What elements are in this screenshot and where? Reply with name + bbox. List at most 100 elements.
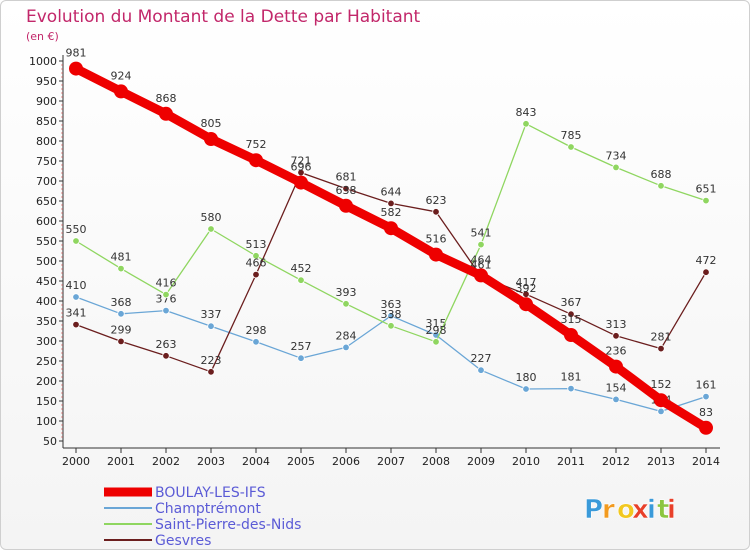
logo-letter: i (667, 495, 676, 525)
data-point (339, 198, 353, 213)
data-point (72, 320, 80, 329)
logo-letter: t (657, 495, 669, 525)
data-point (474, 268, 488, 283)
data-label: 416 (156, 277, 177, 290)
data-point (207, 225, 215, 233)
data-label: 452 (291, 262, 312, 275)
x-tick-label: 2007 (377, 455, 405, 468)
x-tick-label: 2006 (332, 455, 360, 468)
data-label: 752 (246, 138, 267, 151)
chart-subtitle: (en €) (26, 30, 59, 43)
data-label: 843 (516, 106, 537, 119)
data-label: 481 (111, 251, 132, 264)
x-tick-label: 2005 (287, 455, 315, 468)
data-label: 236 (606, 345, 627, 358)
data-label: 550 (66, 223, 87, 236)
data-label: 580 (201, 211, 222, 224)
data-label: 368 (111, 296, 132, 309)
data-label: 721 (291, 155, 312, 168)
data-point (564, 328, 578, 342)
data-point (342, 184, 350, 193)
data-label: 299 (111, 323, 132, 336)
series-boulay-les-ifs: 981 924 868 805 752 696 638 582 516 464 392 315 236 1… (66, 47, 713, 435)
data-point (342, 300, 350, 308)
y-tick-label: 250 (36, 355, 57, 368)
y-tick-label: 550 (36, 235, 57, 248)
data-label: 393 (336, 286, 357, 299)
data-label: 315 (426, 317, 447, 330)
logo-letter: P (584, 495, 603, 525)
logo-letter: x (632, 495, 649, 525)
y-tick-label: 350 (36, 315, 57, 328)
data-point (567, 310, 575, 318)
data-label: 981 (66, 47, 87, 60)
data-point (162, 290, 170, 299)
series-gesvres: 3412992632234667216816446234614173673132… (66, 155, 717, 376)
data-label: 472 (696, 254, 717, 267)
data-point (69, 61, 83, 76)
data-label: 516 (426, 233, 447, 246)
data-point (657, 182, 665, 190)
data-label: 281 (651, 331, 672, 344)
series-champtr-mont: 410 368 376 337 298 257 284 363 315 227 180 181 154 1… (66, 279, 717, 416)
x-tick-label: 2014 (692, 455, 720, 468)
data-point (72, 237, 80, 245)
data-label: 161 (696, 379, 717, 392)
y-tick-label: 500 (36, 255, 57, 268)
data-point (162, 306, 170, 315)
x-tick-label: 2001 (107, 455, 135, 468)
x-tick-label: 2009 (467, 455, 495, 468)
legend: BOULAY-LES-IFSChamptrémontSaint-Pierre-d… (104, 485, 301, 549)
data-label: 466 (246, 257, 267, 270)
data-point (612, 163, 620, 172)
x-tick-label: 2008 (422, 455, 450, 468)
data-label: 688 (651, 168, 672, 181)
y-tick-label: 200 (36, 375, 57, 388)
data-point (252, 252, 260, 260)
data-label: 227 (471, 352, 492, 365)
data-point (342, 343, 350, 352)
data-label: 541 (471, 227, 492, 240)
data-point (654, 393, 668, 408)
y-tick-label: 950 (36, 75, 57, 88)
y-tick-label: 50 (43, 435, 57, 448)
y-tick-label: 600 (36, 215, 57, 228)
y-tick-label: 300 (36, 335, 57, 348)
x-tick-label: 2013 (647, 455, 675, 468)
data-point (72, 293, 80, 301)
data-label: 734 (606, 149, 627, 162)
data-point (249, 153, 263, 168)
data-point (117, 337, 125, 346)
chart-title: Evolution du Montant de la Dette par Hab… (26, 7, 421, 27)
data-point (702, 268, 710, 276)
y-tick-label: 800 (36, 135, 57, 148)
data-point (117, 264, 125, 273)
data-label: 181 (561, 371, 582, 384)
data-label: 180 (516, 371, 537, 384)
data-point (294, 175, 308, 190)
y-tick-label: 650 (36, 195, 57, 208)
legend-label: Saint-Pierre-des-Nids (155, 517, 301, 533)
data-label: 341 (66, 307, 87, 320)
data-point (207, 322, 215, 330)
legend-label: Gesvres (155, 533, 211, 549)
data-point (657, 407, 665, 416)
data-label: 315 (561, 313, 582, 326)
y-tick-label: 700 (36, 175, 57, 188)
data-point (609, 359, 623, 374)
data-label: 392 (516, 282, 537, 295)
y-tick-label: 400 (36, 295, 57, 308)
y-tick-label: 150 (36, 395, 57, 408)
data-point (477, 240, 485, 249)
data-label: 298 (426, 324, 447, 337)
data-point (612, 332, 620, 340)
logo-letter: i (647, 495, 656, 525)
data-point (702, 196, 710, 205)
data-label: 513 (246, 238, 267, 251)
data-label: 284 (336, 329, 357, 342)
data-label: 376 (156, 293, 177, 306)
proxiti-logo: Pr oxi ti (584, 495, 677, 526)
data-label: 367 (561, 296, 582, 309)
data-point (297, 276, 305, 284)
data-label: 868 (156, 92, 177, 105)
